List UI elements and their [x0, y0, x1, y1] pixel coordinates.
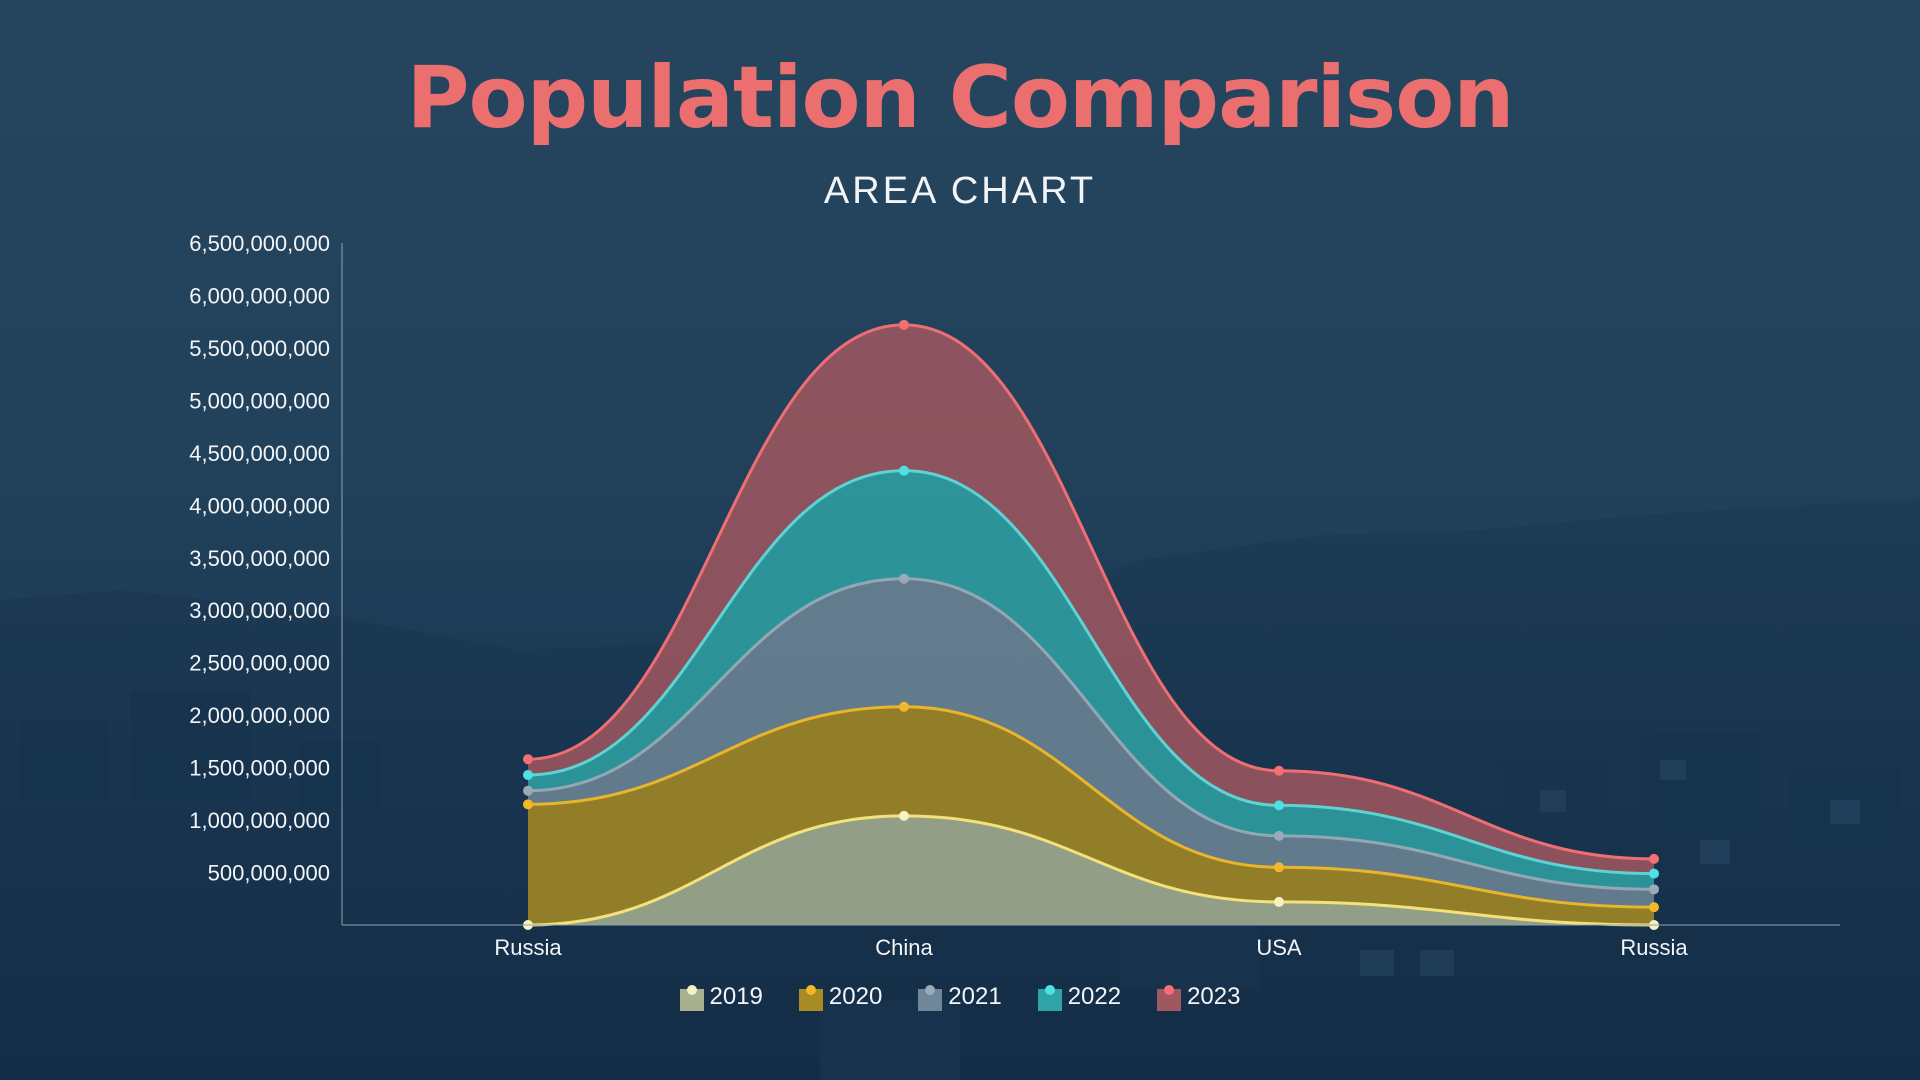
legend-label: 2021 [948, 983, 1002, 1010]
y-tick-label: 3,500,000,000 [189, 546, 330, 571]
legend-item-2020[interactable]: 2020 [798, 983, 883, 1011]
data-point-2023-2[interactable] [1274, 765, 1284, 776]
data-point-2022-3[interactable] [1649, 868, 1659, 879]
data-point-2023-0[interactable] [523, 754, 533, 765]
y-tick-label: 6,000,000,000 [189, 283, 330, 308]
line-series-2023 [527, 323, 1655, 861]
line-series-2020 [527, 705, 1655, 909]
y-tick-label: 3,000,000,000 [189, 598, 330, 623]
chart-title: Population Comparison [406, 48, 1514, 148]
legend-swatch-dot [686, 985, 697, 995]
chart-subtitle: AREA CHART [823, 170, 1097, 212]
data-point-2023-1[interactable] [899, 319, 909, 330]
data-point-2020-1[interactable] [899, 701, 909, 712]
legend: 2019 2020 2021 2022 2023 [0, 983, 1920, 1011]
line-series-2019 [527, 814, 1655, 927]
legend-item-2019[interactable]: 2019 [679, 983, 763, 1011]
data-point-2023-3[interactable] [1649, 853, 1659, 864]
y-tick-label: 4,500,000,000 [189, 441, 330, 466]
axes [341, 243, 1840, 926]
area-series-2019 [528, 815, 1654, 925]
x-category-label: Russia [1620, 935, 1688, 960]
area-series-2020 [528, 706, 1654, 925]
y-tick-label: 4,000,000,000 [189, 493, 330, 518]
y-tick-label: 2,000,000,000 [189, 703, 330, 728]
data-point-2022-2[interactable] [1274, 800, 1284, 811]
line-series-2021 [527, 577, 1655, 891]
data-markers [523, 319, 1659, 930]
area-series-2023 [528, 324, 1654, 874]
legend-swatch-box [918, 989, 943, 1011]
legend-swatch-dot [805, 985, 816, 995]
legend-swatch [1157, 985, 1182, 1011]
data-point-2021-0[interactable] [523, 785, 533, 796]
legend-swatch-dot [1044, 985, 1055, 995]
legend-swatch-box [679, 989, 704, 1011]
series-lines [527, 323, 1655, 927]
data-point-2020-3[interactable] [1649, 902, 1659, 913]
legend-item-2021[interactable]: 2021 [918, 983, 1002, 1011]
legend-label: 2023 [1187, 983, 1241, 1010]
data-point-2019-1[interactable] [899, 810, 909, 821]
legend-swatch [679, 985, 704, 1011]
legend-item-2022[interactable]: 2022 [1037, 983, 1122, 1011]
data-point-2021-1[interactable] [899, 573, 909, 584]
legend-swatch-dot [925, 985, 936, 995]
legend-swatch-dot [1164, 985, 1175, 995]
legend-swatch [918, 985, 943, 1011]
area-series-2022 [528, 470, 1654, 890]
line-series-2022 [527, 469, 1655, 876]
legend-label: 2020 [828, 983, 883, 1010]
legend-swatch [1037, 985, 1062, 1011]
data-point-2019-2[interactable] [1274, 896, 1284, 907]
x-axis-ticks: Russia China USA Russia [494, 935, 1688, 960]
data-point-2021-2[interactable] [1274, 830, 1284, 841]
y-tick-label: 6,500,000,000 [189, 231, 330, 256]
y-tick-label: 2,500,000,000 [189, 651, 330, 676]
legend-swatch-box [1037, 989, 1062, 1011]
area-layers [528, 324, 1654, 925]
y-tick-label: 5,500,000,000 [189, 336, 330, 361]
data-point-2020-0[interactable] [523, 799, 533, 810]
legend-label: 2022 [1067, 983, 1122, 1010]
x-category-label: Russia [494, 935, 562, 960]
y-tick-label: 1,000,000,000 [189, 808, 330, 833]
data-point-2022-1[interactable] [899, 465, 909, 476]
legend-swatch-box [798, 989, 823, 1011]
y-axis-ticks: 500,000,000 1,000,000,000 1,500,000,000 2,0… [189, 231, 330, 886]
y-tick-label: 1,500,000,000 [189, 756, 330, 781]
data-point-2020-2[interactable] [1274, 862, 1284, 873]
y-tick-label: 5,000,000,000 [189, 388, 330, 413]
legend-label: 2019 [709, 983, 763, 1010]
data-point-2021-3[interactable] [1649, 884, 1659, 895]
legend-swatch [798, 985, 823, 1011]
legend-item-2023[interactable]: 2023 [1157, 983, 1240, 1011]
data-point-2022-0[interactable] [523, 769, 533, 780]
y-tick-label: 500,000,000 [208, 861, 330, 886]
x-category-label: USA [1256, 935, 1302, 960]
x-category-label: China [875, 935, 933, 960]
area-series-2021 [528, 578, 1654, 908]
legend-swatch-box [1157, 989, 1182, 1011]
